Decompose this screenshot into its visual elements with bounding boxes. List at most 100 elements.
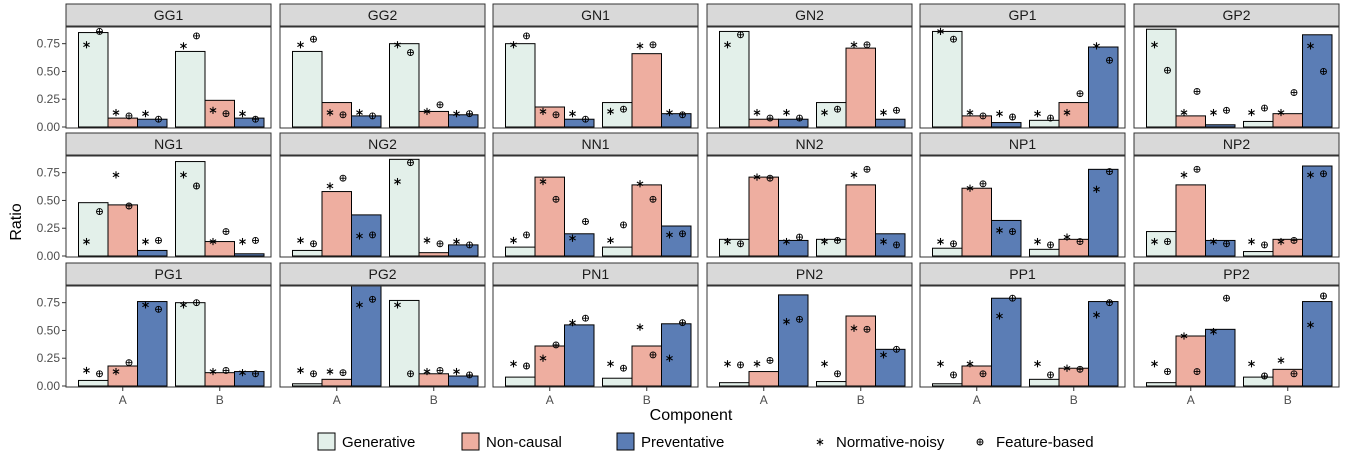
normative-noisy-point [112,171,120,179]
bar-a-preventative [991,122,1022,128]
feature-based-point [1047,371,1054,379]
legend-label: Generative [342,434,415,451]
facet-strip [706,132,913,156]
normative-noisy-point [180,301,187,309]
bar-a-generative [932,247,963,257]
normative-noisy-point [423,367,431,376]
normative-noisy-point [724,237,731,246]
feature-based-point [193,299,200,307]
bar-a-generative [1146,28,1177,128]
bar-a-preventative [137,301,168,387]
facet-strip [919,262,1126,286]
normative-noisy-point [239,237,246,246]
normative-noisy-point [937,237,944,246]
normative-noisy-point [850,171,858,179]
feature-based-point [1320,170,1327,178]
normative-noisy-point [850,324,858,332]
legend-label: Feature-based [996,434,1094,451]
feature-based-point [125,359,133,367]
panel-border [279,155,486,258]
feature-based-point [1009,228,1016,236]
normative-noisy-point [821,360,828,368]
normative-noisy-point [1093,42,1100,50]
feature-based-point [1193,368,1201,376]
y-tick-label: 0.75 [37,37,61,51]
facet-label: PP1 [1009,266,1036,282]
normative-noisy-point [209,367,217,376]
normative-noisy-point [1180,171,1188,179]
facet-strip [492,3,699,27]
normative-noisy-point [569,110,576,118]
facet-label: NG2 [368,136,397,152]
bar-a-preventative [778,294,809,387]
normative-noisy-point [880,351,887,359]
normative-noisy-point [636,323,644,331]
facet-strip [65,132,272,156]
feature-based-point [252,115,259,123]
normative-noisy-point [569,319,576,327]
normative-noisy-point [1248,360,1255,368]
normative-noisy-point [1277,237,1285,246]
bar-b-non-causal [845,47,876,128]
bar-b-generative [175,161,206,257]
x-axis-title: Component [650,407,733,424]
legend-swatch [616,432,635,451]
normative-noisy-point [356,108,363,117]
bar-a-preventative [1205,239,1236,257]
panel-pp2: PP2 A B [1133,262,1340,407]
facet-label: GN2 [795,7,824,23]
shared-axes: Component Ratio [8,203,733,424]
feature-based-point [649,195,657,203]
feature-based-point [407,49,414,57]
bar-a-non-causal [107,204,138,257]
normative-noisy-point [209,237,217,246]
feature-based-point [1076,365,1084,373]
bar-b-preventative [875,233,906,257]
normative-noisy-point [666,231,673,239]
bar-b-non-causal [204,241,235,257]
feature-based-point [979,112,987,120]
normative-noisy-point [880,237,887,246]
bar-b-preventative [1302,301,1333,387]
panel-pn1: PN1 A B [492,262,699,407]
legend-circle-plus-key [976,438,984,446]
panel-border [706,285,913,388]
bar-a-preventative [778,118,809,128]
normative-noisy-point [1151,237,1158,246]
normative-noisy-point [510,360,517,368]
feature-based-point [737,31,744,39]
panel-pg1: PG1 0.00 0.25 0.50 0.75 A B [37,262,272,407]
normative-noisy-point [1063,108,1071,117]
feature-based-point [582,314,589,322]
facet-strip [492,262,699,286]
panel-border [706,155,913,258]
legend-label: Normative-noisy [836,434,945,451]
panel-border [1133,26,1340,129]
feature-based-point [1047,114,1054,122]
normative-noisy-point [1063,364,1071,372]
bar-a-non-causal [534,106,565,128]
facet-strip [919,132,1126,156]
normative-noisy-point [209,106,217,114]
facet-strip [1133,262,1340,286]
panel-np1: NP1 [919,132,1126,258]
normative-noisy-point [83,41,90,49]
bar-b-generative [602,377,633,387]
feature-based-point [1009,113,1016,121]
bar-a-generative [78,32,109,128]
normative-noisy-point [783,108,790,117]
facet-label: GN1 [581,7,610,23]
feature-based-point [796,233,803,241]
feature-based-point [1076,90,1084,98]
y-tick-label: 0.50 [37,64,61,78]
facet-strip [65,3,272,27]
bar-b-generative [389,43,420,128]
bar-a-generative [78,202,109,257]
normative-noisy-point [180,42,187,50]
normative-noisy-point [1277,108,1285,117]
facet-strip [65,262,272,286]
legend: Generative Non-causal Preventative Normativ… [317,432,1094,451]
facet-strip [1133,132,1340,156]
normative-noisy-point [1034,237,1041,246]
x-tick-label: A [546,393,554,407]
